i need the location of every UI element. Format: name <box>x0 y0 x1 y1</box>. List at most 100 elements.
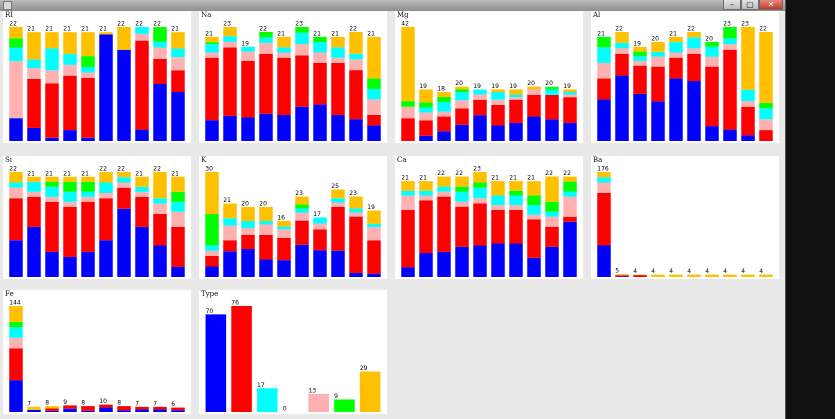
bar-segment <box>491 205 505 210</box>
bar-segment <box>135 226 149 277</box>
bar-segment <box>509 205 523 210</box>
bar-count-label: 4 <box>759 268 763 275</box>
bar-segment <box>295 196 309 205</box>
bar-segment <box>687 31 701 38</box>
bar-count-label: 21 <box>171 26 179 33</box>
bar-segment <box>401 267 415 277</box>
chart-title: Fe <box>5 290 14 298</box>
bar-segment <box>153 214 167 246</box>
bar-segment <box>437 251 451 277</box>
bar-count-label: 4 <box>651 268 655 275</box>
bar-count-label: 23 <box>295 21 303 28</box>
bar-segment <box>759 108 773 120</box>
bar-segment <box>545 211 559 217</box>
bar-count-label: 144 <box>9 300 21 307</box>
bar-segment <box>313 52 327 63</box>
bar-count-label: 21 <box>63 26 71 33</box>
bar-segment <box>27 181 41 192</box>
bar-segment <box>705 41 719 47</box>
bar-segment <box>27 32 41 60</box>
bar-segment <box>331 62 345 115</box>
bar-segment <box>759 119 773 131</box>
bar-count-label: 23 <box>349 190 357 197</box>
chart-panel-ri[interactable]: RI 22 21 21 21 21 21 22 22 22 21 <box>3 11 191 143</box>
app-icon <box>3 1 12 10</box>
bar-segment <box>545 86 559 90</box>
bar-segment <box>171 410 185 412</box>
bar-segment <box>27 196 41 227</box>
chart-panel-k[interactable]: K 30 21 20 20 16 23 17 25 23 19 <box>199 156 387 279</box>
bar-segment <box>401 209 415 268</box>
title-bar[interactable]: – ▢ ✕ <box>0 0 785 11</box>
bar-segment <box>99 404 113 408</box>
bar-segment <box>9 240 23 277</box>
bar-segment <box>455 89 469 93</box>
bar-segment <box>741 101 755 107</box>
bar-segment <box>45 48 59 71</box>
bar-segment <box>527 86 541 90</box>
chart-panel-na[interactable]: Na 21 23 19 22 21 23 21 21 22 21 <box>199 11 387 143</box>
bar-count-label: 4 <box>723 268 727 275</box>
chart-panel-si[interactable]: Si 22 21 21 21 21 22 22 21 22 21 <box>3 156 191 279</box>
bar-segment <box>9 118 23 141</box>
bar-count-label: 21 <box>491 175 499 182</box>
chart-panel-mg[interactable]: Mg 42 19 18 20 19 19 19 20 20 19 <box>395 11 583 143</box>
bar-segment <box>437 111 451 117</box>
bar-count-label: 7 <box>153 400 157 407</box>
bar-segment <box>63 64 77 76</box>
bar-segment <box>331 207 345 251</box>
bar-segment <box>669 42 683 53</box>
bar-segment <box>545 201 559 212</box>
close-button[interactable]: ✕ <box>759 0 783 10</box>
bar-count-label: 19 <box>419 83 427 90</box>
bar-count-label: 5 <box>615 268 619 275</box>
bar <box>205 314 227 412</box>
bar-segment <box>153 58 167 84</box>
bar-segment <box>741 274 755 277</box>
bar-segment <box>633 51 647 57</box>
bar-segment <box>277 47 291 53</box>
bar-segment <box>9 182 23 188</box>
bar-segment <box>419 181 433 191</box>
bar-segment <box>277 36 291 48</box>
bar-segment <box>367 227 381 241</box>
bar-segment <box>45 32 59 49</box>
bar-count-label: 22 <box>545 170 553 177</box>
bar-segment <box>527 195 541 206</box>
bar-segment <box>705 46 719 57</box>
chart-panel-al[interactable]: Al 21 22 19 20 21 22 20 23 23 22 <box>591 11 779 143</box>
bar-segment <box>759 274 773 277</box>
chart-panel-ca[interactable]: Ca 21 21 22 22 23 21 21 21 22 22 <box>395 156 583 279</box>
bar-segment <box>437 131 451 141</box>
bar-count-label: 23 <box>223 21 231 28</box>
bar-count-label: 19 <box>509 83 517 90</box>
maximize-button[interactable]: ▢ <box>741 0 759 10</box>
bar-segment <box>81 201 95 252</box>
bar-segment <box>455 191 469 202</box>
bar-segment <box>27 176 41 182</box>
bar-segment <box>455 100 469 109</box>
chart-panel-ba[interactable]: Ba 176 5 4 4 4 4 4 4 4 4 <box>591 156 779 279</box>
chart-plot-ca: 21 21 22 22 23 21 21 21 22 22 <box>401 166 577 277</box>
minimize-button[interactable]: – <box>723 0 741 10</box>
bar-segment <box>81 137 95 141</box>
bar-segment <box>63 201 77 207</box>
chart-panel-fe[interactable]: Fe 144 7 8 9 8 10 8 7 7 6 <box>3 290 191 414</box>
bar-segment <box>705 66 719 127</box>
bar-count-label: 20 <box>545 80 553 87</box>
bar-segment <box>705 56 719 67</box>
chart-panel-type[interactable]: Type 70 76 17 0 13 9 29 <box>199 290 387 414</box>
bar-count-label: 4 <box>687 268 691 275</box>
bar-count-label: 22 <box>99 166 107 173</box>
chart-plot-na: 21 23 19 22 21 23 21 21 22 21 <box>205 21 381 141</box>
bar-segment <box>117 410 131 412</box>
bar-segment <box>313 217 327 224</box>
bar-segment <box>545 226 559 247</box>
bar-segment <box>437 191 451 197</box>
bar-segment <box>45 186 59 197</box>
bar-segment <box>597 99 611 141</box>
bar-segment <box>597 245 611 277</box>
bar-count-label: 16 <box>277 215 285 222</box>
bar-segment <box>117 177 131 183</box>
bar-segment <box>349 208 363 213</box>
